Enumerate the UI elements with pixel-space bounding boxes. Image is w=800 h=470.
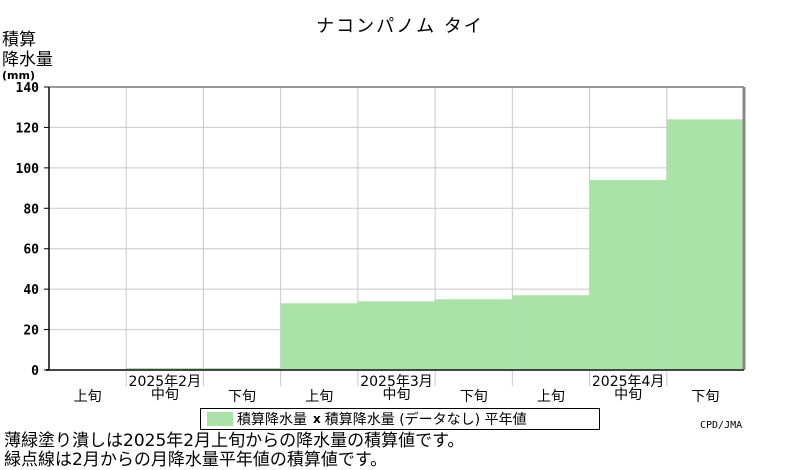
y-axis-label-line1: 積算 <box>2 30 36 50</box>
bar-6 <box>512 295 590 370</box>
bar-5 <box>435 299 513 370</box>
month-label-2: 2025年4月 <box>592 374 665 390</box>
chart-title: ナコンパノム タイ <box>316 16 484 37</box>
note-line-2: 緑点線は2月からの月降水量平年値の積算値です。 <box>4 450 388 470</box>
y-tick-label-140: 140 <box>16 81 40 96</box>
y-tick-label-100: 100 <box>16 162 40 177</box>
x-tick-label-5: 下旬 <box>460 389 488 405</box>
x-tick-label-4: 中旬 <box>383 387 411 403</box>
month-label-0: 2025年2月 <box>129 374 202 390</box>
legend-marker-normal: x <box>313 412 321 426</box>
legend-label-accumulated: 積算降水量 <box>237 412 307 428</box>
x-tick-label-0: 上旬 <box>74 389 102 405</box>
x-tick-label-1: 中旬 <box>151 387 179 403</box>
y-tick-label-120: 120 <box>16 121 40 136</box>
bar-8 <box>666 119 744 370</box>
legend-label-normal: 積算降水量 (データなし) 平年値 <box>324 412 527 428</box>
y-tick-label-80: 80 <box>23 202 39 217</box>
x-tick-label-3: 上旬 <box>305 389 333 405</box>
x-tick-label-7: 中旬 <box>614 387 642 403</box>
bar-1 <box>126 367 204 370</box>
y-tick-label-0: 0 <box>31 364 39 379</box>
y-axis-unit: (mm) <box>2 69 35 82</box>
x-tick-label-8: 下旬 <box>691 389 719 405</box>
y-tick-label-20: 20 <box>23 324 39 339</box>
legend: 積算降水量 x 積算降水量 (データなし) 平年値 <box>200 408 600 430</box>
credit-label: CPD/JMA <box>700 420 743 431</box>
y-axis-label: 積算 降水量 (mm) <box>2 30 53 82</box>
month-label-1: 2025年3月 <box>360 374 433 390</box>
bar-4 <box>357 301 436 370</box>
legend-swatch-accumulated <box>207 412 233 426</box>
bar-2 <box>203 367 281 370</box>
x-tick-label-6: 上旬 <box>537 389 565 405</box>
bar-3 <box>280 303 358 370</box>
x-tick-label-2: 下旬 <box>228 389 256 405</box>
y-tick-label-40: 40 <box>23 283 39 298</box>
note-line-1: 薄緑塗り潰しは2025年2月上旬からの降水量の積算値です。 <box>4 431 465 451</box>
bar-7 <box>589 179 667 370</box>
y-axis-label-line2: 降水量 <box>2 50 53 70</box>
y-tick-label-60: 60 <box>23 243 39 258</box>
